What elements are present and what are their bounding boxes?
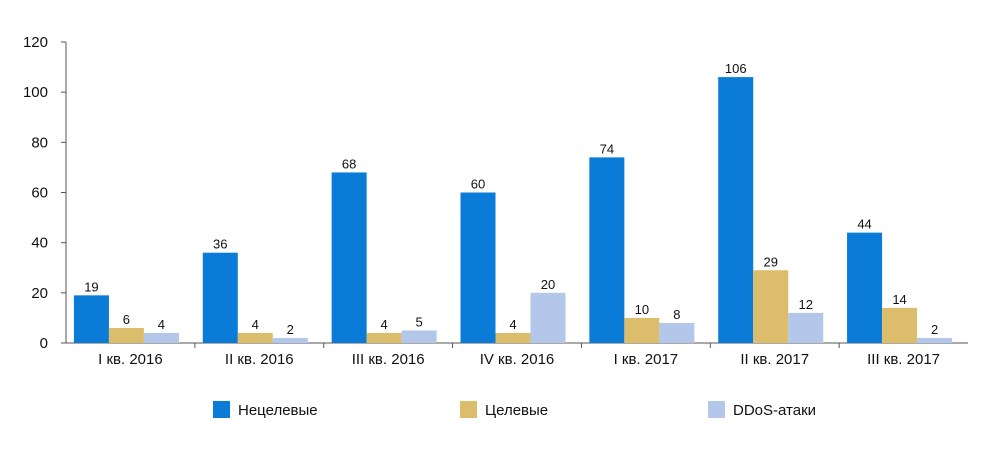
data-label: 14 — [892, 292, 906, 307]
data-label: 2 — [931, 322, 938, 337]
data-label: 4 — [158, 317, 165, 332]
category-label: III кв. 2016 — [352, 351, 425, 368]
bar-1-7 — [847, 232, 883, 343]
y-tick-label: 40 — [31, 235, 48, 252]
legend-label-2: Целевые — [485, 402, 548, 419]
data-label: 2 — [287, 322, 294, 337]
bar-3-6 — [788, 312, 824, 343]
bar-1-1 — [73, 295, 109, 343]
y-tick-label: 0 — [40, 335, 48, 352]
data-label: 6 — [123, 312, 130, 327]
bar-1-3 — [331, 172, 367, 343]
legend-label-3: DDoS-атаки — [733, 402, 816, 419]
data-label: 60 — [471, 177, 485, 192]
bar-2-6 — [753, 270, 789, 343]
category-labels-group: I кв. 2016 II кв. 2016 III кв. 2016 IV кв. … — [98, 343, 940, 368]
bar-2-7 — [882, 307, 918, 343]
bar-1-4 — [460, 192, 496, 343]
bar-2-3 — [366, 332, 402, 343]
data-label: 19 — [84, 279, 98, 294]
bar-3-4 — [530, 292, 566, 343]
category-label: II кв. 2017 — [740, 351, 809, 368]
category-label: IV кв. 2016 — [480, 351, 555, 368]
bars-group — [73, 77, 953, 343]
bar-1-6 — [718, 77, 754, 343]
bar-3-3 — [401, 330, 437, 343]
data-label: 68 — [342, 156, 356, 171]
y-tick-label: 120 — [23, 34, 48, 51]
legend-label-1: Нецелевые — [238, 402, 318, 419]
category-label: I кв. 2017 — [614, 351, 679, 368]
bar-3-7 — [917, 337, 953, 343]
bar-2-5 — [624, 317, 660, 343]
category-label: II кв. 2016 — [225, 351, 294, 368]
legend: Нецелевые Целевые DDoS-атаки — [213, 401, 816, 419]
chart-axes — [65, 42, 968, 344]
y-tick-label: 60 — [31, 185, 48, 202]
bar-2-4 — [495, 332, 531, 343]
bar-3-1 — [143, 332, 179, 343]
bar-1-5 — [589, 157, 625, 343]
data-label: 5 — [416, 314, 423, 329]
y-tick-label: 20 — [31, 285, 48, 302]
data-label: 4 — [509, 317, 516, 332]
data-label: 36 — [213, 237, 227, 252]
data-label: 4 — [381, 317, 388, 332]
legend-swatch-1 — [213, 401, 230, 418]
data-label: 74 — [600, 141, 614, 156]
bar-2-2 — [237, 332, 273, 343]
legend-swatch-2 — [460, 401, 477, 418]
bar-2-1 — [108, 327, 144, 343]
data-label: 20 — [541, 277, 555, 292]
legend-swatch-3 — [708, 401, 725, 418]
y-axis-ticks: 0 20 40 60 80 100 120 — [23, 34, 66, 352]
bar-1-2 — [202, 252, 238, 343]
data-label: 106 — [725, 61, 747, 76]
data-label: 8 — [673, 307, 680, 322]
data-labels-group: 19 6 4 36 4 2 68 4 5 60 4 20 74 10 8 106 29 12 44 14 2 — [84, 61, 938, 337]
data-label: 4 — [252, 317, 259, 332]
data-label: 10 — [635, 302, 649, 317]
data-label: 12 — [798, 297, 812, 312]
bar-3-5 — [659, 322, 695, 343]
data-label: 44 — [857, 217, 871, 232]
y-tick-label: 100 — [23, 84, 48, 101]
data-label: 29 — [763, 254, 777, 269]
bar-3-2 — [272, 337, 308, 343]
category-label: I кв. 2016 — [98, 351, 163, 368]
category-label: III кв. 2017 — [867, 351, 940, 368]
y-tick-label: 80 — [31, 134, 48, 151]
